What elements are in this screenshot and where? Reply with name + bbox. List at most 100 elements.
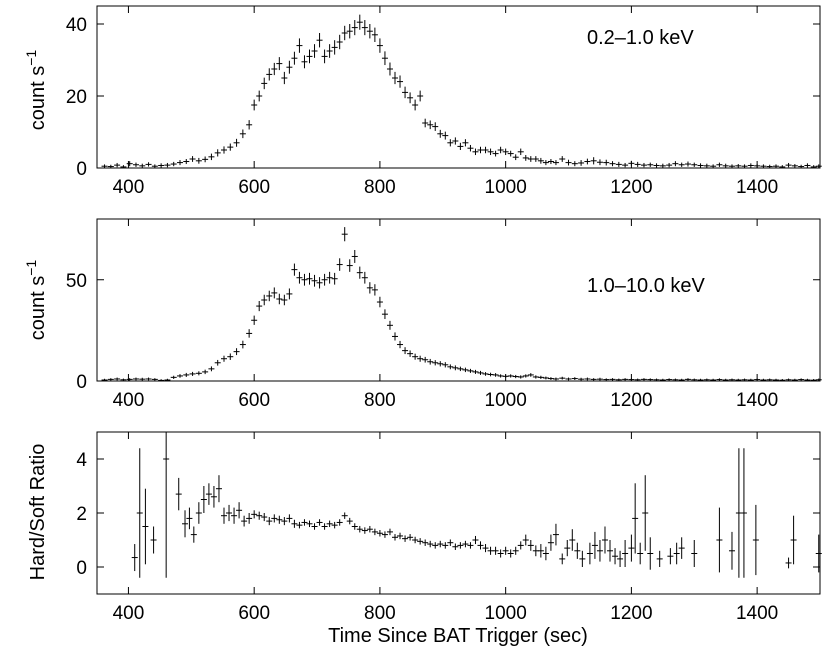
hard-data-point xyxy=(183,372,190,377)
ratio-data-point xyxy=(527,540,534,551)
hard-data-point xyxy=(512,374,519,379)
hard-data-point xyxy=(804,378,811,381)
hard-panel-annotation: 1.0–10.0 keV xyxy=(587,275,706,297)
soft-data-point xyxy=(691,162,698,167)
soft-data-point xyxy=(559,156,566,162)
ratio-data-point xyxy=(296,521,303,529)
ratio-data-point xyxy=(612,548,619,565)
hard-data-point xyxy=(170,375,177,379)
soft-data-point xyxy=(684,161,691,167)
ratio-data-point xyxy=(497,549,504,558)
soft-data-point xyxy=(815,164,822,168)
soft-band-panel: 400 600 800 1000 1200 1400 0 20 40 0.2–1.0 keV c… xyxy=(23,5,822,198)
ratio-data-point xyxy=(437,540,444,548)
hard-data-point xyxy=(710,378,717,381)
hard-data-point xyxy=(442,362,449,368)
ratio-data-point xyxy=(542,546,549,561)
soft-panel-ylabel-main: count s xyxy=(27,66,49,130)
hard-data-point xyxy=(457,366,464,372)
soft-panel-ylabel: count s−1 xyxy=(23,50,49,131)
soft-data-point xyxy=(271,62,278,76)
soft-data-point xyxy=(659,163,666,168)
hard-xtick-label: 1400 xyxy=(736,390,778,411)
hard-data-point xyxy=(672,378,679,381)
ratio-data-point xyxy=(457,542,464,549)
soft-data-point xyxy=(422,118,429,128)
hard-data-point xyxy=(402,347,409,355)
ratio-data-point xyxy=(442,542,449,549)
hard-data-point xyxy=(120,378,127,381)
hard-data-point xyxy=(507,374,514,378)
hard-data-point xyxy=(760,378,767,381)
ratio-data-point xyxy=(190,526,197,543)
ratio-panel-ticks: 400 600 800 1000 1200 1400 0 2 4 xyxy=(76,432,820,624)
hard-data-point xyxy=(815,378,822,381)
hard-data-point xyxy=(722,378,729,381)
ratio-data-point xyxy=(256,511,263,520)
soft-data-point xyxy=(202,156,209,163)
hard-data-point xyxy=(798,378,805,381)
soft-data-point xyxy=(107,164,114,168)
ratio-data-point xyxy=(607,540,614,562)
hard-panel-points xyxy=(101,227,822,381)
soft-data-point xyxy=(170,161,177,167)
hard-data-point xyxy=(214,359,221,366)
ratio-data-point xyxy=(226,504,233,522)
hard-data-point xyxy=(195,371,202,376)
hard-data-point xyxy=(532,375,539,379)
hard-data-point xyxy=(311,274,318,287)
soft-data-point xyxy=(326,44,333,58)
soft-data-point xyxy=(653,163,660,168)
ratio-data-point xyxy=(667,548,674,565)
soft-data-point xyxy=(432,122,439,131)
soft-data-point xyxy=(766,164,773,168)
ratio-xtick-label: 1200 xyxy=(610,603,652,624)
soft-xtick-label: 1000 xyxy=(485,177,527,198)
soft-data-point xyxy=(306,49,313,64)
hard-data-point xyxy=(772,378,779,381)
soft-data-point xyxy=(214,149,221,157)
hard-ytick-label: 0 xyxy=(76,372,87,393)
hard-ytick-label: 50 xyxy=(66,271,87,292)
hard-data-point xyxy=(437,361,444,367)
ratio-data-point xyxy=(286,514,293,523)
soft-ytick-label: 0 xyxy=(76,159,87,180)
ratio-data-point xyxy=(175,477,182,511)
ratio-data-point xyxy=(331,521,338,529)
soft-data-point xyxy=(386,62,393,76)
ratio-data-point xyxy=(591,531,598,559)
ratio-data-point xyxy=(195,502,202,524)
hard-data-point xyxy=(537,375,544,379)
ratio-data-point xyxy=(407,534,414,541)
hard-data-point xyxy=(684,378,691,381)
soft-ytick-label: 20 xyxy=(66,87,87,108)
hard-data-point xyxy=(356,266,363,279)
ratio-xtick-label: 800 xyxy=(364,603,396,624)
soft-data-point xyxy=(251,99,258,111)
ratio-ytick-label: 0 xyxy=(76,558,87,579)
soft-data-point xyxy=(392,71,399,85)
hard-data-point xyxy=(517,375,524,379)
hard-data-point xyxy=(666,378,673,381)
ratio-data-point xyxy=(628,534,635,562)
ratio-data-point xyxy=(346,517,353,525)
hard-data-point xyxy=(417,355,424,362)
soft-data-point xyxy=(647,162,654,167)
ratio-data-point xyxy=(356,525,363,533)
soft-data-point xyxy=(183,159,190,165)
hard-data-point xyxy=(233,348,240,356)
ratio-data-point xyxy=(673,542,680,565)
ratio-data-point xyxy=(210,486,217,508)
ratio-data-point xyxy=(647,537,654,570)
ratio-data-point xyxy=(752,504,759,576)
soft-data-point xyxy=(311,44,318,58)
ratio-xtick-label: 400 xyxy=(113,603,145,624)
hard-data-point xyxy=(346,259,353,272)
ratio-data-point xyxy=(487,546,494,555)
hard-data-point xyxy=(392,332,399,341)
hard-data-point xyxy=(735,378,742,381)
ratio-panel-points xyxy=(131,432,822,578)
hard-data-point xyxy=(559,376,566,380)
hard-data-point xyxy=(276,293,283,305)
soft-data-point xyxy=(487,148,494,156)
